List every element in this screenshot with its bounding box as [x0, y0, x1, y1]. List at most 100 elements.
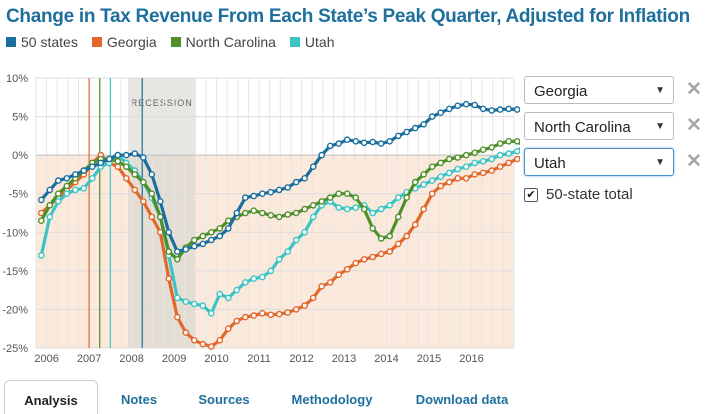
x-tick-label: 2016	[459, 353, 483, 365]
data-point	[267, 267, 275, 275]
tab-download-data[interactable]: Download data	[415, 392, 509, 407]
data-point	[479, 146, 487, 153]
x-tick-label: 2014	[374, 353, 398, 365]
data-point	[173, 248, 181, 255]
data-point	[326, 194, 334, 201]
data-point	[63, 190, 71, 197]
data-point	[250, 275, 258, 282]
data-point	[199, 340, 207, 348]
data-point	[420, 205, 428, 213]
data-point	[258, 309, 266, 317]
data-point	[131, 171, 139, 178]
data-point	[420, 171, 428, 178]
y-tick-label: -25%	[2, 343, 28, 355]
data-point	[386, 201, 394, 209]
data-point	[445, 178, 453, 186]
data-point	[241, 279, 249, 286]
data-point	[233, 286, 241, 294]
data-point	[148, 190, 156, 197]
data-point	[403, 232, 411, 240]
data-point	[199, 302, 207, 309]
data-point	[360, 255, 368, 263]
data-point	[38, 217, 45, 224]
data-point	[207, 228, 215, 236]
data-point	[182, 329, 190, 336]
state-select-value: North Carolina	[534, 119, 631, 136]
data-point	[216, 232, 224, 240]
data-point	[267, 311, 275, 319]
data-point	[292, 178, 300, 186]
legend-label: Georgia	[106, 34, 157, 50]
data-point	[428, 113, 436, 120]
data-point	[114, 158, 122, 165]
data-point	[199, 232, 207, 240]
data-point	[318, 151, 326, 159]
data-point	[513, 106, 520, 113]
y-tick-label: -5%	[8, 189, 28, 201]
data-point	[496, 163, 504, 170]
data-point	[411, 124, 419, 132]
tab-notes[interactable]: Notes	[120, 392, 158, 407]
data-point	[454, 165, 462, 173]
state-select-north-carolina[interactable]: North Carolina ▼	[524, 112, 674, 140]
fifty-state-total-toggle[interactable]: ✔ 50-state total	[524, 186, 633, 203]
data-point	[454, 102, 462, 110]
x-tick-label: 2006	[34, 353, 58, 365]
data-point	[488, 144, 496, 151]
data-point	[403, 128, 411, 136]
remove-utah-icon[interactable]: ✕	[686, 151, 702, 172]
data-point	[190, 336, 198, 344]
data-point	[369, 138, 377, 146]
checkbox-checked-icon[interactable]: ✔	[524, 187, 538, 202]
data-point	[123, 151, 130, 159]
data-point	[471, 171, 479, 178]
caret-down-icon: ▼	[655, 85, 665, 96]
data-point	[292, 209, 300, 217]
data-point	[309, 163, 317, 170]
data-point	[267, 211, 275, 219]
state-select-value: Georgia	[534, 83, 588, 100]
data-point	[301, 228, 309, 236]
remove-north-carolina-icon[interactable]: ✕	[686, 115, 702, 136]
state-select-utah[interactable]: Utah ▼	[524, 148, 674, 176]
data-point	[496, 151, 504, 159]
data-point	[301, 175, 309, 182]
remove-georgia-icon[interactable]: ✕	[686, 79, 702, 100]
data-point	[462, 100, 470, 108]
data-point	[513, 148, 520, 155]
data-point	[241, 194, 249, 201]
legend-swatch	[289, 37, 300, 47]
legend-label: 50 states	[21, 34, 78, 50]
caret-down-icon: ▼	[655, 157, 665, 168]
data-point	[207, 309, 215, 317]
data-point	[343, 136, 351, 143]
data-point	[114, 163, 122, 170]
data-point	[207, 236, 215, 244]
data-point	[46, 201, 54, 209]
tab-methodology[interactable]: Methodology	[291, 392, 373, 407]
data-point	[131, 150, 139, 157]
data-point	[301, 302, 309, 309]
y-tick-label: 5%	[12, 112, 28, 124]
data-point	[275, 186, 283, 194]
x-tick-label: 2009	[162, 353, 186, 365]
y-tick-label: -10%	[2, 227, 28, 239]
data-point	[38, 196, 45, 204]
data-point	[369, 225, 377, 232]
data-point	[386, 248, 394, 255]
state-select-georgia[interactable]: Georgia ▼	[524, 76, 674, 104]
data-point	[182, 298, 190, 305]
caret-down-icon: ▼	[655, 121, 665, 132]
data-point	[513, 155, 520, 163]
data-point	[139, 178, 147, 186]
tab-sources[interactable]: Sources	[198, 392, 250, 407]
data-point	[369, 209, 377, 217]
tab-analysis[interactable]: Analysis	[4, 380, 98, 414]
legend-item-georgia: Georgia	[91, 34, 157, 50]
data-point	[309, 213, 317, 221]
data-point	[386, 232, 394, 240]
data-point	[352, 204, 360, 211]
data-point	[437, 182, 445, 190]
x-tick-label: 2012	[289, 353, 313, 365]
data-point	[114, 151, 122, 159]
